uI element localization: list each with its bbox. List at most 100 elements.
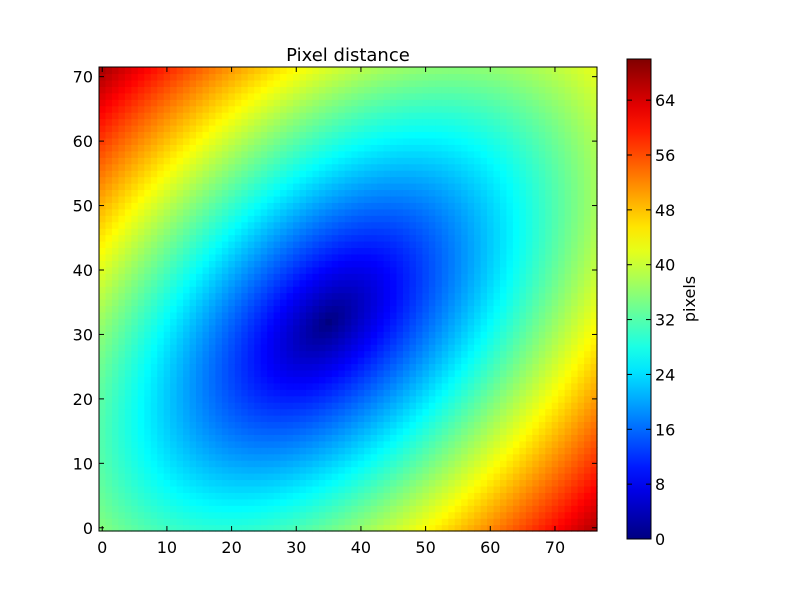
- heatmap-cell: [532, 125, 540, 133]
- heatmap-cell: [454, 395, 462, 403]
- heatmap-cell: [150, 202, 158, 210]
- heatmap-cell: [409, 183, 417, 191]
- heatmap-cell: [221, 195, 229, 203]
- heatmap-cell: [286, 395, 294, 403]
- heatmap-cell: [202, 331, 210, 339]
- heatmap-cell: [280, 492, 288, 500]
- heatmap-cell: [189, 408, 197, 416]
- heatmap-cell: [273, 369, 281, 377]
- heatmap-cell: [571, 357, 579, 365]
- heatmap-cell: [480, 402, 488, 410]
- heatmap-cell: [428, 350, 436, 358]
- heatmap-cell: [422, 189, 430, 197]
- heatmap-cell: [163, 137, 171, 145]
- heatmap-cell: [208, 189, 217, 197]
- heatmap-cell: [280, 292, 288, 300]
- heatmap-cell: [280, 137, 288, 145]
- heatmap-cell: [461, 137, 469, 145]
- heatmap-cell: [99, 118, 107, 126]
- heatmap-cell: [590, 498, 598, 506]
- heatmap-cell: [590, 363, 598, 371]
- heatmap-cell: [519, 228, 527, 236]
- heatmap-cell: [512, 137, 520, 145]
- heatmap-cell: [499, 279, 508, 287]
- heatmap-cell: [183, 460, 191, 468]
- heatmap-cell: [441, 466, 449, 474]
- heatmap-cell: [234, 144, 242, 152]
- heatmap-cell: [183, 112, 191, 120]
- heatmap-cell: [545, 311, 553, 319]
- heatmap-cell: [571, 395, 579, 403]
- heatmap-cell: [538, 485, 546, 493]
- heatmap-cell: [170, 273, 178, 281]
- heatmap-cell: [299, 344, 307, 352]
- heatmap-cell: [390, 273, 398, 281]
- heatmap-cell: [377, 247, 385, 255]
- heatmap-cell: [448, 208, 456, 216]
- heatmap-cell: [383, 176, 391, 184]
- heatmap-cell: [325, 112, 333, 120]
- heatmap-cell: [208, 150, 217, 158]
- heatmap-cell: [538, 479, 546, 487]
- heatmap-cell: [409, 479, 417, 487]
- heatmap-cell: [137, 202, 145, 210]
- heatmap-cell: [357, 427, 365, 435]
- heatmap-cell: [402, 247, 411, 255]
- heatmap-cell: [538, 337, 546, 345]
- heatmap-cell: [461, 402, 469, 410]
- heatmap-cell: [377, 395, 385, 403]
- heatmap-cell: [383, 395, 391, 403]
- heatmap-cell: [293, 440, 301, 448]
- heatmap-cell: [105, 395, 113, 403]
- heatmap-cell: [428, 447, 436, 455]
- heatmap-cell: [435, 112, 443, 120]
- heatmap-cell: [383, 150, 391, 158]
- heatmap-cell: [493, 460, 501, 468]
- heatmap-cell: [150, 408, 158, 416]
- heatmap-cell: [364, 131, 372, 139]
- heatmap-cell: [571, 253, 579, 261]
- heatmap-cell: [493, 492, 501, 500]
- heatmap-cell: [241, 163, 249, 171]
- heatmap-cell: [170, 434, 178, 442]
- heatmap-cell: [351, 195, 359, 203]
- heatmap-cell: [189, 273, 197, 281]
- heatmap-cell: [506, 195, 514, 203]
- heatmap-cell: [208, 118, 217, 126]
- heatmap-cell: [519, 112, 527, 120]
- heatmap-cell: [144, 228, 152, 236]
- heatmap-cell: [144, 234, 152, 242]
- heatmap-cell: [273, 421, 281, 429]
- heatmap-cell: [202, 485, 210, 493]
- heatmap-cell: [215, 176, 223, 184]
- heatmap-cell: [131, 505, 139, 513]
- heatmap-cell: [584, 189, 592, 197]
- heatmap-cell: [260, 150, 268, 158]
- heatmap-cell: [390, 460, 398, 468]
- heatmap-cell: [118, 118, 126, 126]
- heatmap-cell: [325, 447, 333, 455]
- heatmap-cell: [215, 421, 223, 429]
- heatmap-cell: [293, 195, 301, 203]
- heatmap-cell: [318, 170, 326, 178]
- heatmap-cell: [247, 511, 255, 519]
- heatmap-cell: [415, 511, 423, 519]
- heatmap-cell: [280, 460, 288, 468]
- heatmap-cell: [163, 421, 171, 429]
- heatmap-cell: [370, 112, 378, 120]
- heatmap-cell: [150, 279, 158, 287]
- heatmap-cell: [351, 498, 359, 506]
- heatmap-cell: [150, 524, 158, 532]
- heatmap-cell: [234, 331, 242, 339]
- heatmap-cell: [396, 176, 404, 184]
- heatmap-cell: [312, 518, 320, 526]
- heatmap-cell: [551, 376, 559, 384]
- heatmap-cell: [331, 492, 339, 500]
- heatmap-cell: [448, 376, 456, 384]
- heatmap-cell: [338, 511, 346, 519]
- heatmap-cell: [377, 253, 385, 261]
- heatmap-cell: [286, 427, 294, 435]
- heatmap-cell: [558, 131, 566, 139]
- heatmap-cell: [105, 260, 113, 268]
- heatmap-cell: [551, 266, 559, 274]
